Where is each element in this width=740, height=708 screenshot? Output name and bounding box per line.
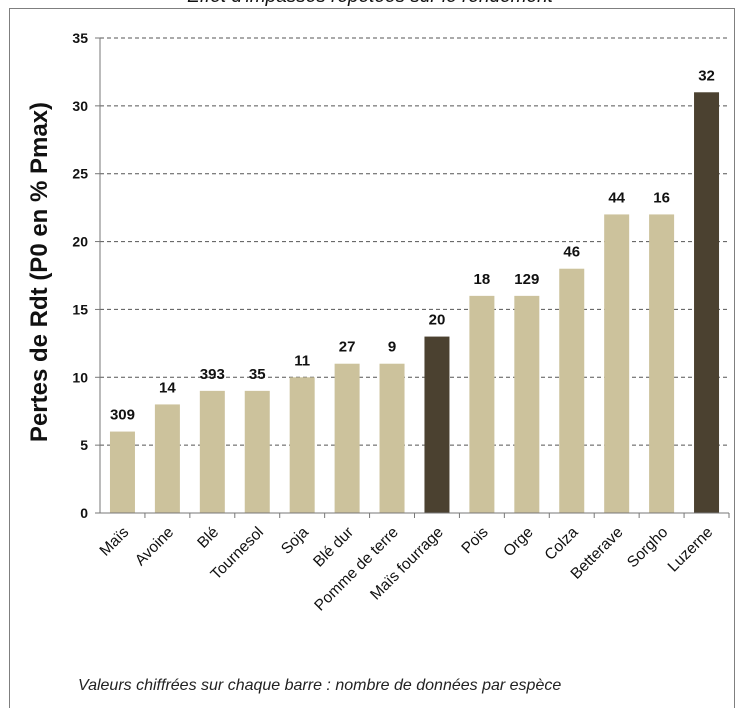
bar <box>469 295 495 513</box>
data-label: 18 <box>474 271 491 288</box>
bar <box>604 214 630 513</box>
bar <box>559 268 585 513</box>
y-tick-labels: 0 5 10 15 20 25 30 35 <box>72 30 88 521</box>
x-tick-label: Luzerne <box>665 524 717 576</box>
bar <box>109 431 135 513</box>
y-tick-label: 25 <box>72 166 88 182</box>
data-label: 129 <box>514 271 539 288</box>
y-tick-label: 30 <box>72 98 88 114</box>
data-label: 32 <box>698 67 715 84</box>
y-tick-label: 35 <box>72 30 88 46</box>
bar <box>154 404 180 513</box>
chart-title: Effet d'impasses répétées sur le rendeme… <box>0 0 740 8</box>
data-label: 46 <box>563 244 580 261</box>
x-tick-label: Pois <box>458 524 492 558</box>
y-tick-label: 10 <box>72 369 88 385</box>
bar <box>334 363 360 513</box>
x-tick-label: Blé <box>194 524 222 552</box>
bar <box>424 336 450 513</box>
y-tick-label: 0 <box>80 505 88 521</box>
x-tick-label: Orge <box>500 524 536 560</box>
x-tick-label: Avoine <box>132 524 177 569</box>
x-tick-label: Colza <box>542 524 582 564</box>
y-tick-label: 20 <box>72 234 88 250</box>
bar <box>649 214 675 513</box>
data-label: 9 <box>388 339 396 356</box>
data-label: 35 <box>249 366 266 383</box>
x-tick-label: Soja <box>278 524 312 558</box>
data-label: 20 <box>429 312 446 329</box>
x-tick-label: Maïs <box>97 524 133 560</box>
bar <box>244 390 270 513</box>
bar <box>694 92 720 514</box>
gridlines <box>100 37 729 446</box>
data-label: 309 <box>110 407 135 424</box>
data-label: 44 <box>608 189 625 206</box>
bar <box>199 390 225 513</box>
data-label: 11 <box>294 352 310 369</box>
bar <box>289 377 315 513</box>
footnote: Valeurs chiffrées sur chaque barre : nom… <box>78 677 562 694</box>
data-label: 16 <box>653 189 670 206</box>
bar <box>514 295 540 513</box>
y-tick-label: 15 <box>72 301 88 317</box>
y-tick-label: 5 <box>80 437 88 453</box>
data-label: 27 <box>339 339 356 356</box>
data-labels: 309 14 393 35 11 27 9 20 18 129 46 44 16 32 <box>110 67 715 423</box>
data-label: 393 <box>200 366 225 383</box>
data-label: 14 <box>159 379 176 396</box>
chart-frame <box>9 8 735 708</box>
axes <box>95 37 730 518</box>
bars <box>109 92 720 514</box>
bar <box>379 363 405 513</box>
